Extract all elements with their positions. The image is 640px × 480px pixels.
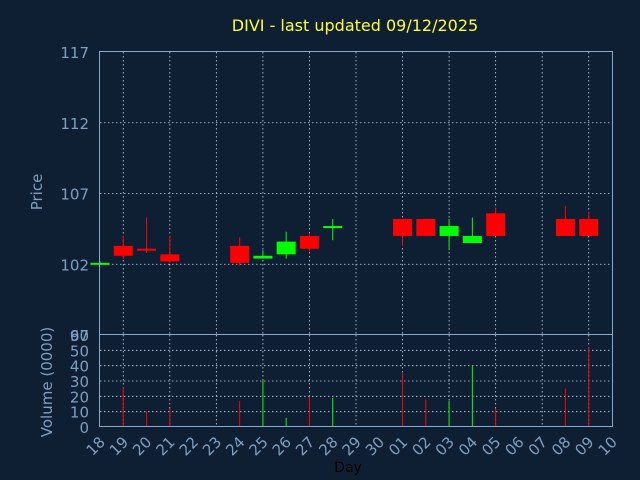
volume-tick-label: 0	[79, 419, 89, 437]
candle-body	[416, 218, 436, 236]
candle-body	[323, 226, 343, 229]
candle-body	[276, 241, 296, 255]
candle-body	[462, 235, 482, 244]
price-tick-label: 97	[70, 327, 89, 345]
candle-body	[230, 245, 250, 263]
volume-tick-label: 40	[70, 358, 89, 376]
price-tick-label: 117	[60, 44, 89, 62]
candle-body	[555, 218, 575, 236]
tick-labels: 1171121071029760504030201001819202122232…	[60, 44, 620, 459]
volume-tick-label: 60	[70, 327, 89, 345]
x-axis-label: Day	[334, 460, 362, 476]
volume-tick-label: 30	[70, 373, 89, 391]
price-tick-label: 102	[60, 256, 89, 274]
candle-body	[160, 254, 180, 262]
chart-marks	[90, 206, 599, 427]
grid-lines	[100, 52, 612, 427]
chart-title: DIVI - last updated 09/12/2025	[232, 16, 478, 35]
volume-panel-frame	[99, 334, 613, 427]
price-axis-label: Price	[28, 174, 46, 211]
candle-body	[137, 248, 157, 251]
price-tick-label: 112	[60, 115, 89, 133]
x-tick-label: 10	[595, 433, 621, 459]
candle-body	[113, 245, 133, 256]
volume-axis-label: Volume (0000)	[38, 327, 56, 437]
candle-body	[579, 218, 599, 236]
volume-tick-label: 10	[70, 404, 89, 422]
volume-tick-label: 20	[70, 388, 89, 406]
candle-body	[486, 213, 506, 236]
candle-body	[393, 218, 413, 236]
price-tick-label: 107	[60, 186, 89, 204]
candle-body	[439, 226, 459, 236]
candle-body	[253, 255, 273, 259]
candle-body	[299, 235, 319, 249]
volume-tick-label: 50	[70, 342, 89, 360]
